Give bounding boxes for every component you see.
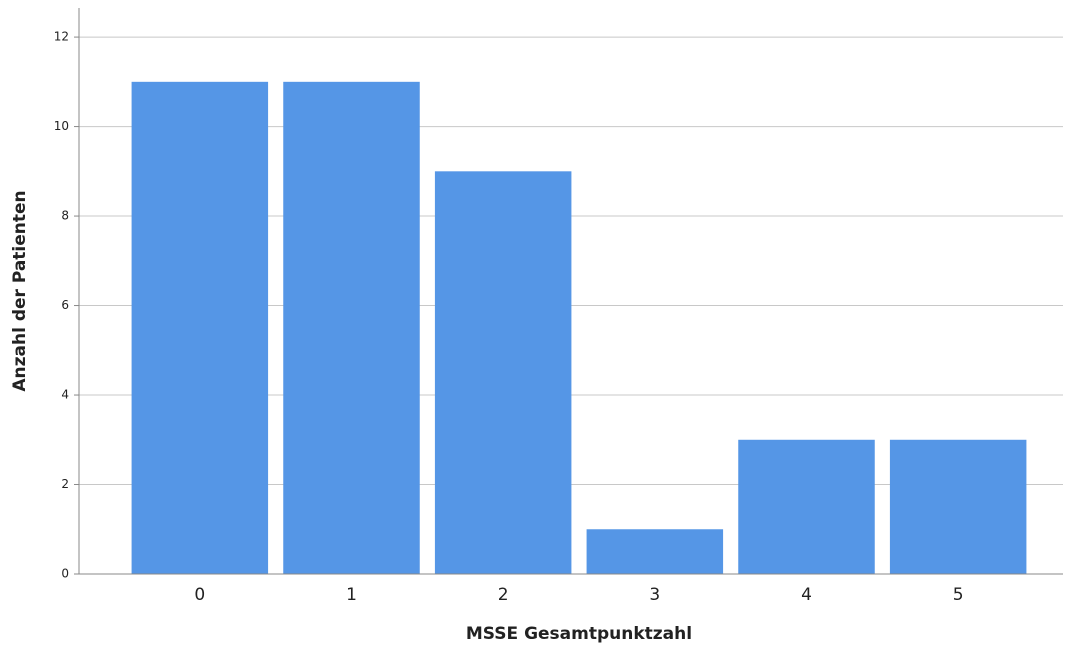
x-tick-label: 2 bbox=[498, 585, 509, 605]
y-axis-label: Anzahl der Patienten bbox=[10, 190, 30, 391]
x-tick-label: 5 bbox=[953, 585, 964, 605]
x-tick-label: 4 bbox=[801, 585, 812, 605]
bar bbox=[889, 439, 1027, 574]
bar bbox=[434, 171, 572, 574]
y-tick-label: 4 bbox=[61, 388, 69, 402]
bar bbox=[586, 529, 724, 574]
y-tick-label: 0 bbox=[61, 567, 69, 581]
x-axis-label: MSSE Gesamtpunktzahl bbox=[466, 624, 692, 644]
bar bbox=[283, 81, 420, 575]
bar bbox=[131, 81, 269, 575]
y-tick-label: 10 bbox=[54, 119, 69, 133]
y-tick-label: 6 bbox=[61, 298, 69, 312]
x-tick-label: 3 bbox=[649, 585, 660, 605]
y-tick-label: 2 bbox=[61, 477, 69, 491]
x-tick-label: 1 bbox=[346, 585, 357, 605]
bar bbox=[738, 439, 875, 574]
y-tick-label: 12 bbox=[54, 30, 69, 44]
x-tick-label: 0 bbox=[194, 585, 205, 605]
y-tick-label: 8 bbox=[61, 209, 69, 223]
